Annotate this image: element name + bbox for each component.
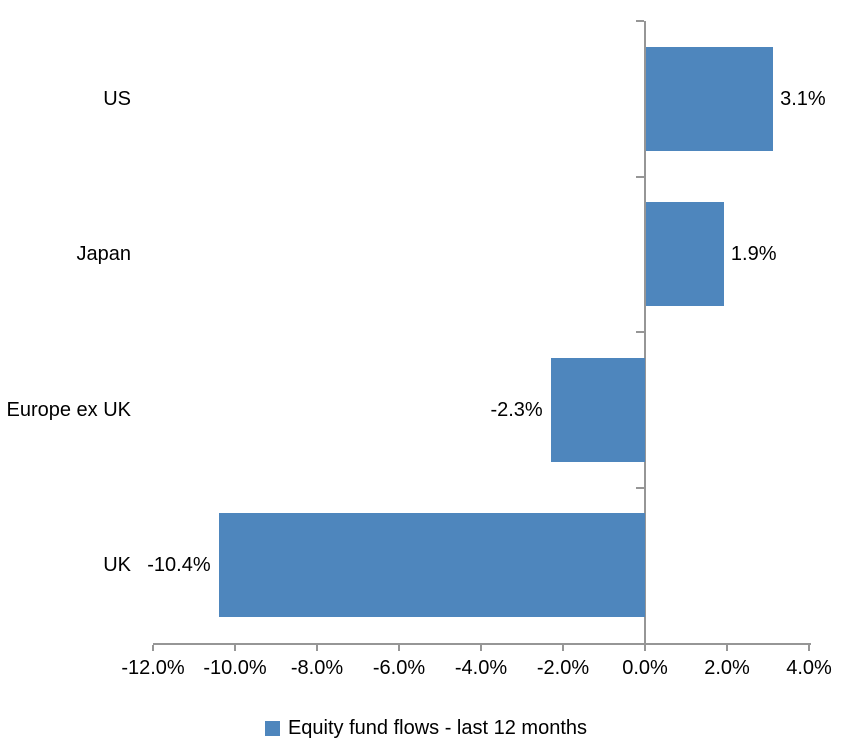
x-axis-line	[153, 643, 811, 645]
x-tick-label-8-0: -8.0%	[290, 657, 344, 679]
x-tick-label-2-0: 2.0%	[704, 657, 750, 679]
legend-label: Equity fund flows - last 12 months	[287, 717, 588, 739]
bar-japan	[646, 202, 724, 307]
x-axis-tick	[644, 645, 646, 651]
value-label-uk: -10.4%	[147, 554, 211, 577]
category-label-japan: Japan	[76, 243, 132, 266]
x-tick-label-0-0: 0.0%	[622, 657, 668, 679]
x-axis-tick	[398, 645, 400, 651]
x-tick-label-4-0: -4.0%	[454, 657, 508, 679]
value-label-europe-ex-uk: -2.3%	[490, 398, 543, 421]
category-label-us: US	[103, 87, 131, 110]
y-axis-tick	[636, 175, 644, 178]
x-axis-tick	[726, 645, 728, 651]
bar-us	[646, 46, 774, 151]
x-axis-tick	[808, 645, 810, 651]
x-axis-tick	[234, 645, 236, 651]
chart-legend: Equity fund flows - last 12 months	[0, 714, 852, 742]
x-tick-label-10-0: -10.0%	[203, 657, 267, 679]
x-axis-tick	[480, 645, 482, 651]
bar-uk	[218, 513, 645, 618]
x-tick-label-2-0: -2.0%	[536, 657, 590, 679]
x-axis-tick	[316, 645, 318, 651]
x-axis-tick	[562, 645, 564, 651]
legend-swatch-icon	[264, 720, 280, 736]
value-label-us: 3.1%	[780, 87, 826, 110]
x-tick-label-12-0: -12.0%	[121, 657, 185, 679]
y-axis-tick	[636, 331, 644, 333]
y-axis-tick	[636, 486, 644, 489]
x-tick-label-4-0: 4.0%	[786, 657, 832, 679]
y-axis-tick	[636, 20, 644, 22]
category-label-uk: UK	[103, 554, 131, 577]
value-label-japan: 1.9%	[730, 243, 777, 266]
x-axis-tick	[152, 645, 154, 651]
x-tick-label-6-0: -6.0%	[372, 657, 426, 679]
y-axis-line	[644, 21, 646, 651]
bar-europe-ex-uk	[550, 357, 645, 462]
category-label-europe-ex-uk: Europe ex UK	[6, 398, 131, 421]
